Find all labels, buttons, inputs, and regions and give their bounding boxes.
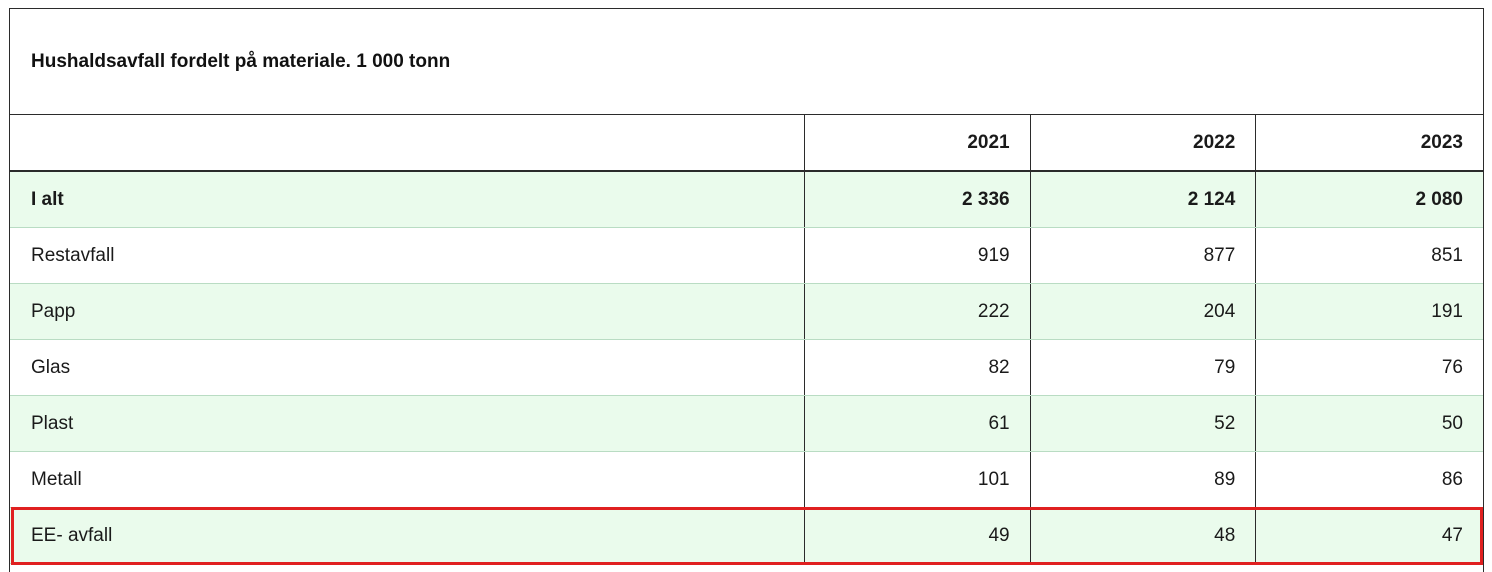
- row-label: Papp: [10, 284, 805, 339]
- row-value: 47: [1441, 524, 1463, 546]
- header-label-cell: [10, 115, 805, 170]
- header-year-2021: 2021: [805, 115, 1031, 170]
- row-value: 919: [805, 228, 1031, 283]
- row-value: 191: [1431, 300, 1463, 322]
- table-row: Papp 222 204 191: [10, 284, 1483, 340]
- table-row: Restavfall 919 877 851: [10, 228, 1483, 284]
- table-row: Metall 101 89 86: [10, 452, 1483, 508]
- row-value: 61: [805, 396, 1031, 451]
- row-value: 2 336: [805, 172, 1031, 227]
- row-value: 204: [1031, 284, 1257, 339]
- table-row-total: I alt 2 336 2 124 2 080: [10, 172, 1483, 228]
- row-value: 52: [1031, 396, 1257, 451]
- table-row-highlighted: EE- avfall 49 48 47: [10, 508, 1483, 564]
- table-row: Plast 61 52 50: [10, 396, 1483, 452]
- row-value: 79: [1031, 340, 1257, 395]
- row-value: 2 080: [1415, 188, 1463, 210]
- row-value: 48: [1031, 508, 1257, 563]
- row-value: 101: [805, 452, 1031, 507]
- row-value: 86: [1441, 468, 1463, 490]
- table-row: Glas 82 79 76: [10, 340, 1483, 396]
- row-value: 89: [1031, 452, 1257, 507]
- table-header-row: 2021 2022 2023: [10, 115, 1483, 172]
- row-value: 76: [1441, 356, 1463, 378]
- row-value: 222: [805, 284, 1031, 339]
- row-value: 82: [805, 340, 1031, 395]
- row-label: I alt: [10, 172, 805, 227]
- row-value: 50: [1441, 412, 1463, 434]
- header-year-2022: 2022: [1031, 115, 1257, 170]
- row-label: Metall: [10, 452, 805, 507]
- table-caption: Hushaldsavfall fordelt på materiale. 1 0…: [10, 9, 1483, 115]
- row-value: 851: [1431, 244, 1463, 266]
- row-label: Plast: [10, 396, 805, 451]
- header-year-2023: 2023: [1420, 131, 1463, 153]
- data-table: Hushaldsavfall fordelt på materiale. 1 0…: [9, 8, 1484, 572]
- row-value: 49: [805, 508, 1031, 563]
- row-label: Restavfall: [10, 228, 805, 283]
- row-value: 2 124: [1031, 172, 1257, 227]
- row-label: EE- avfall: [10, 508, 805, 563]
- row-label: Glas: [10, 340, 805, 395]
- row-value: 877: [1031, 228, 1257, 283]
